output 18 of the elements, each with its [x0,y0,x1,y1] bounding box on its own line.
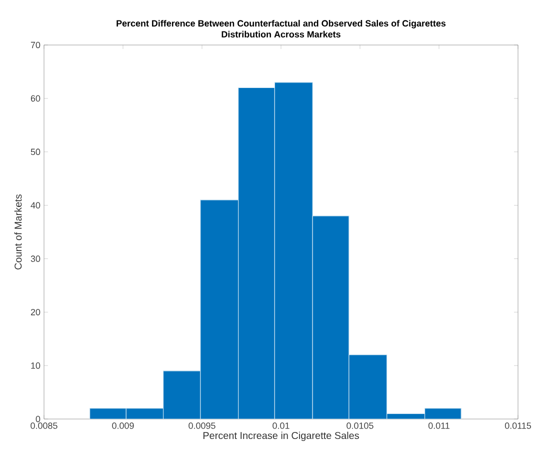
y-tick-label: 60 [30,95,40,102]
y-tick-label: 30 [30,256,40,262]
x-tick-label: 0.0085 [30,422,58,429]
y-tick-label: 40 [30,202,40,208]
x-tick-label: 0.01 [272,422,290,429]
x-tick-label: 0.011 [428,422,450,429]
chart-title: Percent Difference Between Counterfactual and Observed Sales of Cigarettes Distribution Across Markets [116,20,446,38]
y-tick-label: 20 [30,308,40,316]
x-axis-title: Percent Increase in Cigarette Sales [203,432,359,442]
x-tick-label: 0.0095 [188,422,216,429]
x-tick-label: 0.009 [112,422,134,429]
y-tick-label: 70 [30,42,40,48]
y-tick-label: 0 [36,416,40,422]
x-tick-label: 0.0105 [346,422,374,429]
y-tick-label: 10 [31,362,40,369]
x-tick-label: 0.0115 [504,422,532,429]
y-tick-label: 50 [30,148,40,156]
y-axis-title: Count of Markets [14,194,22,270]
